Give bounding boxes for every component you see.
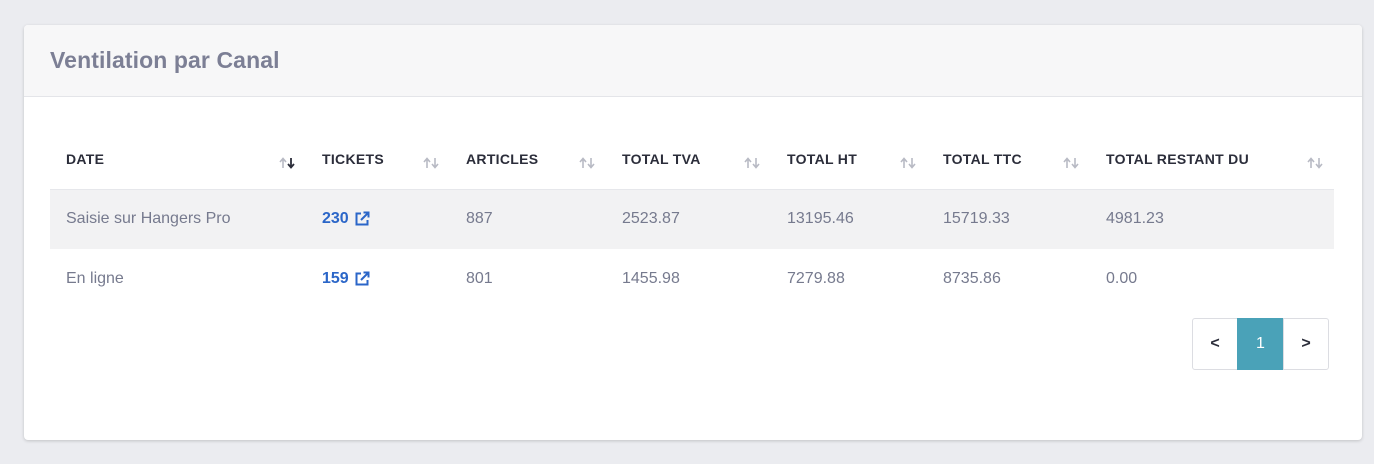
cell-total-ttc: 15719.33 [927,189,1090,249]
sort-desc-icon[interactable] [278,156,296,170]
cell-articles: 801 [466,270,493,287]
column-header-label: TICKETS [322,150,384,167]
sort-icon[interactable] [578,156,596,170]
sort-icon[interactable] [899,156,917,170]
cell-articles: 887 [450,189,606,249]
column-header-total-ttc[interactable]: TOTAL TTC [927,137,1090,190]
next-page-button[interactable]: > [1283,318,1329,370]
cell-date: Saisie sur Hangers Pro [50,189,306,249]
tickets-link-label: 230 [322,210,349,228]
column-header-total-ht[interactable]: TOTAL HT [771,137,927,190]
column-header-label: TOTAL RESTANT DU [1106,150,1249,167]
channel-breakdown-card: Ventilation par Canal DATE [24,25,1362,440]
tickets-link-label: 159 [322,270,349,287]
column-header-label: TOTAL TVA [622,150,701,167]
column-header-tickets[interactable]: TICKETS [306,137,450,190]
card-title: Ventilation par Canal [50,47,280,73]
pagination: < 1 > [1192,318,1329,370]
cell-total-tva: 1455.98 [622,270,680,287]
page-button-current[interactable]: 1 [1237,318,1284,370]
channel-table: DATE TICKETS ARTICLES [50,137,1334,309]
card-header: Ventilation par Canal [24,25,1362,97]
cell-tickets: 230 [306,189,450,249]
cell-date: En ligne [66,270,124,287]
sort-icon[interactable] [422,156,440,170]
sort-icon[interactable] [743,156,761,170]
column-header-articles[interactable]: ARTICLES [450,137,606,190]
column-header-label: TOTAL HT [787,150,858,167]
cell-total-ht: 13195.46 [771,189,927,249]
column-header-label: DATE [66,150,105,167]
cell-total-ht: 7279.88 [787,270,845,287]
column-header-date[interactable]: DATE [50,137,306,190]
column-header-total-tva[interactable]: TOTAL TVA [606,137,771,190]
table-header-row: DATE TICKETS ARTICLES [50,137,1334,190]
sort-icon[interactable] [1306,156,1324,170]
column-header-label: ARTICLES [466,150,539,167]
cell-total-ttc: 8735.86 [943,270,1001,287]
cell-total-tva: 2523.87 [606,189,771,249]
cell-total-restant-du: 0.00 [1106,270,1138,287]
column-header-total-restant-du[interactable]: TOTAL RESTANT DU [1090,137,1334,190]
tickets-link[interactable]: 230 [322,210,371,228]
cell-tickets: 159 [306,249,450,309]
table-row: En ligne 159 801 1455.98 7279.88 8735.86… [50,249,1334,309]
external-link-icon [355,271,370,286]
external-link-icon [355,211,370,226]
table-row: Saisie sur Hangers Pro 230 887 2523.87 1… [50,189,1334,249]
column-header-label: TOTAL TTC [943,150,1022,167]
tickets-link[interactable]: 159 [322,270,371,288]
prev-page-button[interactable]: < [1192,318,1238,370]
cell-total-restant-du: 4981.23 [1090,189,1334,249]
sort-icon[interactable] [1062,156,1080,170]
